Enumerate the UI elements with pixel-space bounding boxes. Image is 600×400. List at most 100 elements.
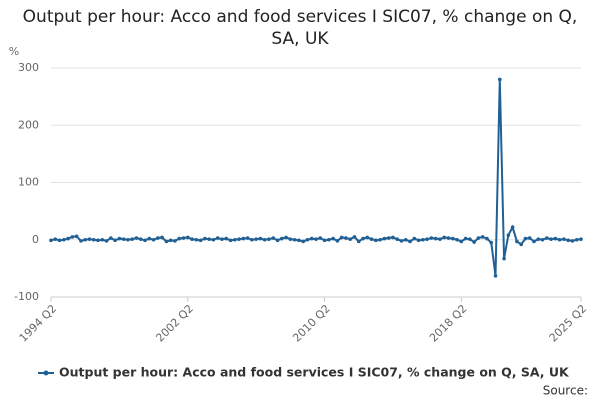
marker [391, 235, 395, 240]
marker [53, 237, 58, 241]
marker [339, 235, 344, 240]
marker [425, 237, 429, 241]
marker [433, 236, 438, 241]
marker [49, 238, 53, 243]
marker [318, 236, 323, 240]
marker [395, 237, 400, 241]
marker [335, 239, 340, 243]
marker [66, 236, 70, 241]
marker [121, 237, 126, 241]
marker [168, 238, 173, 243]
marker [83, 237, 87, 242]
marker [203, 236, 207, 241]
marker [344, 236, 348, 240]
marker [549, 237, 553, 241]
marker [527, 236, 532, 240]
y-tick-label: -100 [14, 290, 39, 303]
marker [91, 237, 96, 242]
marker [553, 236, 558, 241]
marker [211, 237, 216, 242]
marker [241, 236, 246, 241]
source: Source: [543, 384, 588, 398]
x-tick-label: 2010 Q2 [290, 302, 333, 345]
marker [493, 274, 498, 278]
marker [177, 236, 182, 241]
marker [472, 240, 476, 244]
marker [224, 236, 229, 241]
x-tick-label: 2002 Q2 [153, 302, 196, 345]
legend-label: Output per hour: Acco and food services … [59, 365, 570, 380]
marker [284, 235, 288, 240]
marker [540, 237, 545, 242]
marker [164, 239, 169, 244]
marker [245, 236, 250, 240]
y-tick-label: 0 [32, 233, 39, 246]
marker [476, 236, 481, 240]
marker [173, 239, 177, 243]
marker [232, 237, 237, 242]
marker [87, 237, 92, 241]
x-tick-label: 1994 Q2 [17, 302, 60, 345]
marker [309, 236, 314, 241]
marker [574, 237, 579, 242]
marker [352, 235, 357, 239]
marker [280, 236, 284, 241]
y-axis-label: % [9, 45, 19, 58]
marker [382, 236, 387, 241]
marker [228, 238, 233, 243]
marker [190, 237, 194, 241]
x-tick-label: 2018 Q2 [427, 302, 470, 345]
marker [348, 237, 352, 241]
marker [519, 242, 523, 247]
marker [156, 236, 160, 240]
marker [463, 236, 468, 241]
marker [374, 238, 378, 243]
marker [138, 237, 143, 241]
marker [250, 237, 254, 242]
marker [557, 237, 562, 242]
marker [523, 236, 528, 241]
marker [506, 233, 511, 237]
marker [292, 237, 297, 242]
marker [96, 238, 100, 243]
marker [515, 239, 519, 244]
marker [74, 234, 79, 239]
marker [151, 237, 156, 242]
marker [126, 237, 130, 242]
marker [378, 237, 382, 242]
marker [322, 238, 327, 243]
marker [331, 236, 335, 241]
marker [194, 237, 199, 242]
marker [275, 238, 280, 243]
marker [412, 236, 417, 241]
marker [117, 236, 122, 241]
marker [497, 77, 502, 82]
marker [262, 237, 267, 242]
marker [468, 237, 472, 241]
marker [442, 235, 447, 240]
marker [438, 237, 442, 241]
marker [480, 235, 485, 239]
marker [100, 237, 105, 242]
marker [416, 238, 421, 243]
marker [301, 239, 305, 244]
marker [570, 239, 575, 243]
marker [258, 236, 263, 241]
marker [109, 236, 113, 240]
marker [143, 238, 147, 243]
marker [130, 237, 135, 241]
marker [566, 238, 570, 243]
marker [399, 239, 404, 243]
marker [185, 235, 190, 240]
marker [532, 239, 536, 244]
marker [147, 236, 152, 241]
marker [562, 237, 566, 241]
marker [502, 256, 506, 261]
marker [305, 237, 310, 242]
marker [421, 237, 425, 242]
marker [237, 237, 241, 241]
marker [450, 236, 455, 241]
marker [220, 237, 224, 241]
marker [485, 236, 489, 241]
